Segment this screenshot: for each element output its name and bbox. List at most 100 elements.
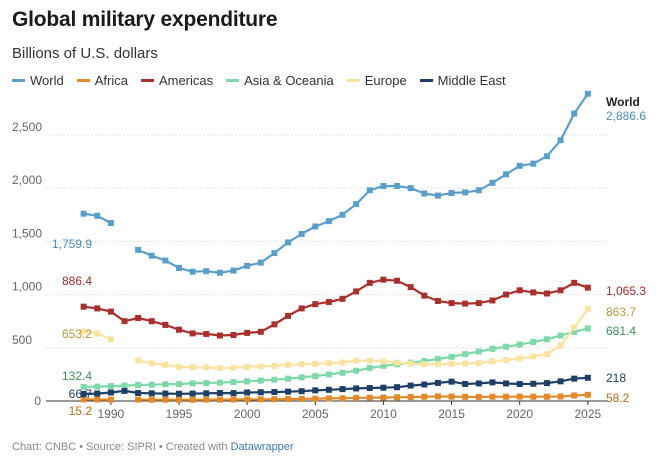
data-point bbox=[503, 357, 510, 364]
data-point bbox=[135, 396, 142, 403]
data-point bbox=[94, 330, 101, 337]
data-point bbox=[121, 382, 128, 389]
data-point bbox=[271, 389, 278, 396]
data-point bbox=[189, 390, 196, 397]
data-point bbox=[325, 371, 332, 378]
data-point bbox=[257, 259, 264, 266]
chart-subtitle: Billions of U.S. dollars bbox=[12, 45, 158, 62]
legend-swatch bbox=[419, 79, 433, 82]
data-point bbox=[434, 355, 441, 362]
data-point bbox=[448, 393, 455, 400]
legend-swatch bbox=[346, 79, 360, 82]
end-value-label: 681.4 bbox=[606, 324, 636, 338]
data-point bbox=[312, 360, 319, 367]
data-point bbox=[80, 390, 87, 397]
data-point bbox=[189, 330, 196, 337]
data-point bbox=[285, 361, 292, 368]
data-point bbox=[216, 332, 223, 339]
data-point bbox=[353, 288, 360, 295]
data-point bbox=[421, 190, 428, 197]
data-point bbox=[80, 328, 87, 335]
legend-swatch bbox=[12, 79, 25, 82]
data-point bbox=[584, 90, 591, 97]
start-value-label: 886.4 bbox=[62, 274, 92, 288]
x-tick-label: 1990 bbox=[98, 407, 125, 421]
data-point bbox=[475, 393, 482, 400]
data-point bbox=[325, 218, 332, 225]
data-point bbox=[407, 185, 414, 192]
legend-swatch bbox=[76, 79, 90, 82]
data-point bbox=[489, 358, 496, 365]
data-point bbox=[571, 375, 578, 382]
data-point bbox=[557, 342, 564, 349]
data-point bbox=[298, 305, 305, 312]
data-point bbox=[366, 187, 373, 194]
datawrapper-link[interactable]: Datawrapper bbox=[230, 441, 294, 453]
data-point bbox=[80, 383, 87, 390]
data-point bbox=[380, 358, 387, 365]
series-line-5 bbox=[83, 376, 588, 395]
data-point bbox=[543, 380, 550, 387]
data-point bbox=[516, 380, 523, 387]
data-point bbox=[162, 390, 169, 397]
data-point bbox=[475, 187, 482, 194]
data-point bbox=[148, 381, 155, 388]
data-point bbox=[189, 396, 196, 403]
series-line-1 bbox=[138, 393, 588, 401]
data-point bbox=[162, 321, 169, 328]
data-point bbox=[489, 179, 496, 186]
data-point bbox=[244, 262, 251, 269]
x-tick-label: 2025 bbox=[574, 407, 601, 421]
data-point bbox=[107, 220, 114, 227]
data-point bbox=[162, 361, 169, 368]
data-point bbox=[271, 250, 278, 257]
data-point bbox=[298, 388, 305, 395]
data-point bbox=[244, 389, 251, 396]
legend-label: Asia & Oceania bbox=[244, 73, 334, 88]
data-point bbox=[285, 312, 292, 319]
data-point bbox=[503, 393, 510, 400]
data-point bbox=[339, 211, 346, 218]
legend-swatch bbox=[226, 79, 240, 82]
data-point bbox=[189, 268, 196, 275]
data-point bbox=[421, 358, 428, 365]
data-point bbox=[312, 223, 319, 230]
chart-footer: Chart: CNBC • Source: SIPRI • Created wi… bbox=[12, 441, 294, 453]
data-point bbox=[516, 393, 523, 400]
data-point bbox=[244, 378, 251, 385]
data-point bbox=[339, 395, 346, 402]
data-point bbox=[434, 192, 441, 199]
data-point bbox=[203, 268, 210, 275]
legend-item-5: Middle East bbox=[419, 73, 506, 88]
data-point bbox=[584, 284, 591, 291]
data-point bbox=[353, 394, 360, 401]
data-point bbox=[203, 390, 210, 397]
data-point bbox=[285, 239, 292, 246]
data-point bbox=[543, 153, 550, 160]
data-point bbox=[203, 396, 210, 403]
y-tick-label: 2,500 bbox=[12, 120, 42, 134]
data-point bbox=[80, 303, 87, 310]
data-point bbox=[162, 257, 169, 264]
data-point bbox=[80, 396, 87, 403]
end-value-label: 863.7 bbox=[606, 305, 636, 319]
data-point bbox=[176, 390, 183, 397]
data-point bbox=[257, 396, 264, 403]
y-tick-label: 0 bbox=[34, 394, 41, 408]
data-point bbox=[434, 379, 441, 386]
footer-credits: Chart: CNBC • Source: SIPRI • Created wi… bbox=[12, 441, 231, 453]
data-point bbox=[434, 361, 441, 368]
legend-label: World bbox=[30, 73, 64, 88]
data-point bbox=[135, 390, 142, 397]
data-point bbox=[298, 230, 305, 237]
series-line-4 bbox=[137, 308, 589, 370]
data-point bbox=[216, 390, 223, 397]
data-point bbox=[489, 297, 496, 304]
data-point bbox=[230, 267, 237, 274]
series-line-2 bbox=[83, 278, 589, 337]
data-point bbox=[107, 396, 114, 403]
data-point bbox=[475, 380, 482, 387]
data-point bbox=[462, 360, 469, 367]
data-point bbox=[448, 300, 455, 307]
data-point bbox=[230, 364, 237, 371]
